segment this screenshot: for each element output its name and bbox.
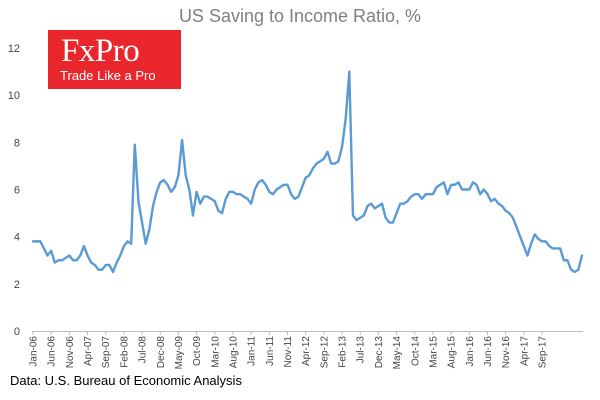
x-tick-label: May-14	[392, 336, 403, 370]
y-tick-label: 10	[8, 90, 20, 102]
x-tick-label: Jan-06	[29, 336, 40, 367]
source-note: Data: U.S. Bureau of Economic Analysis	[10, 373, 242, 388]
y-tick-label: 0	[14, 326, 20, 338]
x-tick-label: Oct-14	[410, 336, 421, 366]
x-tick-label: Sep-12	[319, 336, 330, 369]
x-tick-label: Jun-16	[483, 336, 494, 367]
x-tick-label: Apr-17	[519, 336, 530, 366]
x-tick-label: Jul-08	[138, 336, 149, 364]
x-tick-label: Nov-16	[501, 336, 512, 369]
saving-ratio-line	[31, 70, 584, 274]
x-tick-label: Sep-17	[538, 336, 549, 369]
fxpro-logo: FxPro Trade Like a Pro	[48, 30, 181, 89]
logo-tagline: Trade Like a Pro	[60, 68, 156, 83]
chart-title: US Saving to Income Ratio, %	[178, 6, 422, 26]
x-tick-label: Oct-09	[192, 336, 203, 366]
x-tick-label: Apr-07	[83, 336, 94, 366]
x-tick-label: Mar-15	[428, 336, 439, 368]
x-tick-label: Aug-15	[447, 336, 458, 369]
x-tick-label: Jun-11	[265, 336, 276, 366]
x-tick-label: Nov-11	[283, 336, 294, 368]
y-axis: 0 2 4 6 8 10 12	[8, 43, 20, 338]
x-tick-label: Jan-16	[465, 336, 476, 367]
y-tick-label: 12	[8, 43, 20, 55]
x-tick-label: Feb-13	[338, 336, 349, 368]
logo-brand: FxPro	[61, 33, 140, 69]
x-tick-label: Apr-12	[301, 336, 312, 366]
y-tick-label: 4	[14, 232, 20, 244]
x-tick-label: Nov-06	[65, 336, 76, 369]
y-tick-label: 8	[14, 137, 20, 149]
x-tick-label: Sep-07	[101, 336, 112, 369]
x-axis: Jan-06 Jun-06 Nov-06 Apr-07 Sep-07 Feb-08 Jul-…	[29, 331, 583, 370]
x-tick-label: Dec-13	[374, 336, 385, 369]
x-tick-label: Jul-13	[356, 336, 367, 364]
x-tick-label: May-09	[174, 336, 185, 370]
x-tick-label: Aug-10	[228, 336, 239, 369]
x-tick-label: Jun-06	[47, 336, 58, 367]
y-tick-label: 2	[14, 279, 20, 291]
x-tick-label: Dec-08	[156, 336, 167, 369]
x-tick-label: Feb-08	[119, 336, 130, 368]
y-tick-label: 6	[14, 185, 20, 197]
x-tick-label: Jan-11	[247, 336, 258, 366]
x-tick-label: Mar-10	[210, 336, 221, 368]
